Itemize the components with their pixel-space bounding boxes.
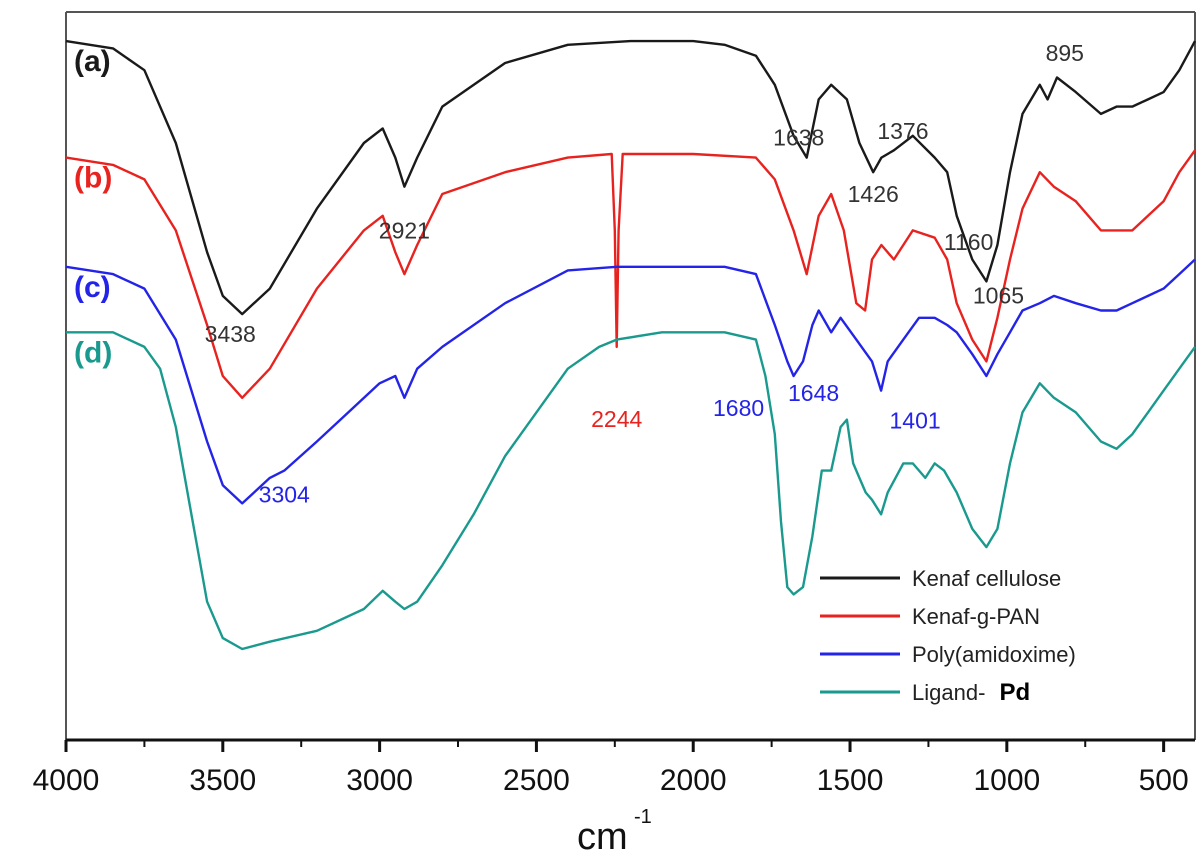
peak-label: 2921 [379, 218, 430, 244]
plot-frame [66, 12, 1195, 740]
peak-label: 1638 [773, 125, 824, 151]
peak-label: 2244 [591, 406, 642, 432]
peak-label: 3438 [205, 321, 256, 347]
peak-label: 1401 [889, 408, 940, 434]
x-tick-label: 4000 [33, 764, 100, 797]
series-tag-d: (d) [74, 336, 112, 369]
peak-label: 1680 [713, 395, 764, 421]
legend-label: Poly(amidoxime) [912, 642, 1076, 667]
legend-label: Kenaf cellulose [912, 566, 1061, 591]
legend-label: Kenaf-g-PAN [912, 604, 1040, 629]
x-axis-title-text: cm [577, 816, 628, 851]
peak-label: 1160 [944, 229, 993, 255]
x-tick-label: 3000 [346, 764, 413, 797]
series-tag-c: (c) [74, 271, 111, 304]
series-tag-a: (a) [74, 45, 111, 78]
peak-label: 3304 [259, 482, 310, 508]
series-line-b [66, 150, 1195, 397]
series-line-c [66, 260, 1195, 504]
peak-label: 1065 [973, 282, 1024, 308]
x-axis-ticks: 4000 3500 3000 2500 2000 1500 1000 500 [33, 740, 1189, 797]
series-line-a [66, 41, 1195, 314]
x-tick-label: 2500 [503, 764, 570, 797]
legend: Kenaf cellulose Kenaf-g-PAN Poly(amidoxime… [820, 566, 1076, 706]
x-tick-label: 500 [1139, 764, 1189, 797]
x-axis-title: cm -1 [577, 806, 652, 851]
legend-label: Ligand- Pd [912, 679, 1030, 706]
peak-labels: 3438 2921 1638 1426 1376 1160 1065 895 2244 3304 1… [205, 40, 1084, 508]
peak-label: 895 [1046, 40, 1084, 66]
peak-label: 1648 [788, 380, 839, 406]
x-tick-label: 3500 [189, 764, 256, 797]
series-tag-b: (b) [74, 162, 112, 195]
series-line-d [66, 332, 1195, 649]
x-tick-label: 1500 [817, 764, 884, 797]
x-tick-label: 1000 [973, 764, 1040, 797]
peak-label: 1376 [877, 118, 928, 144]
series-tags: (a) (b) (c) (d) [74, 45, 112, 369]
x-axis-title-exponent: -1 [634, 806, 652, 828]
peak-label: 1426 [848, 181, 899, 207]
x-tick-label: 2000 [660, 764, 727, 797]
